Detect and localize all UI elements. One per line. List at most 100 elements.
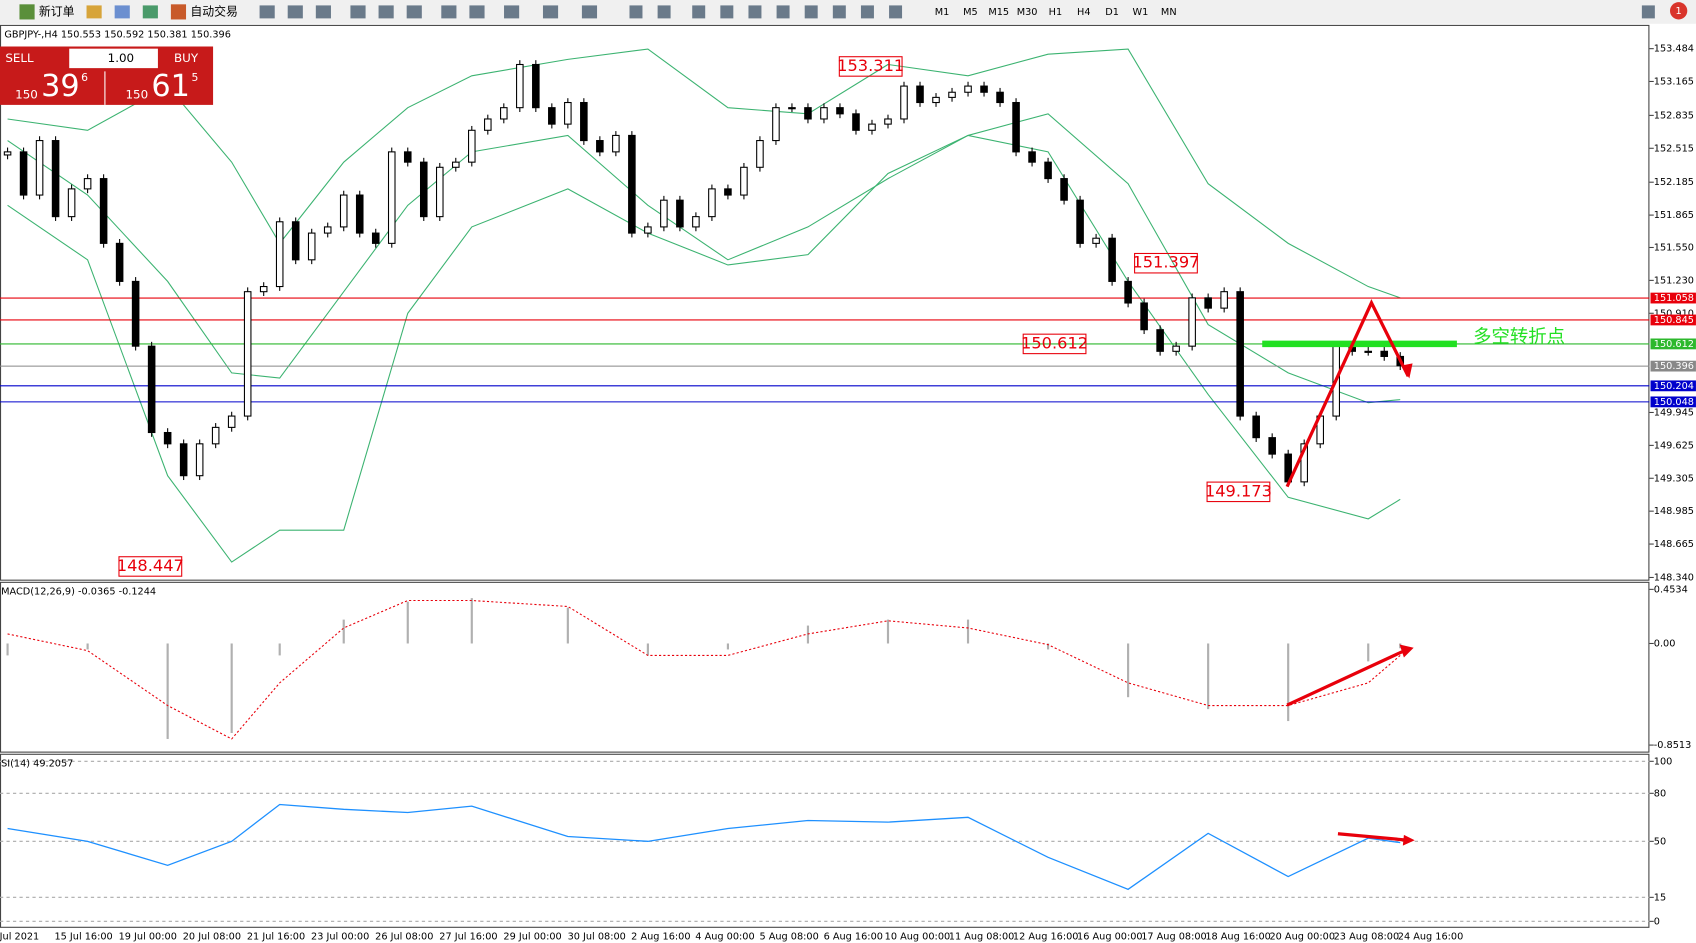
candle-body	[163, 431, 172, 445]
toolbar-icon[interactable]	[889, 5, 903, 19]
auto-trading-icon[interactable]	[170, 4, 187, 20]
toolbar-icon[interactable]	[629, 5, 643, 19]
candle-body	[996, 91, 1004, 104]
annotation-box	[1022, 333, 1087, 355]
price-annotation: 153.311	[837, 56, 904, 75]
candle-body	[243, 291, 252, 417]
bid-main: 39	[41, 69, 80, 104]
sell-button[interactable]: SELL	[5, 51, 34, 65]
x-tick-label: 20 Jul 08:00	[183, 931, 241, 942]
macd-bar	[1046, 643, 1050, 650]
candle-body	[836, 107, 844, 115]
auto-trading-button[interactable]: 自动交易	[190, 4, 238, 18]
price-level-label: 150.612	[1654, 339, 1694, 350]
toolbar-icon[interactable]	[287, 5, 303, 19]
toolbar-icon[interactable]	[504, 5, 520, 19]
toolbar-icon[interactable]	[832, 5, 846, 19]
toolbar-icon[interactable]	[720, 5, 734, 19]
y-tick-label: 0	[1654, 916, 1660, 927]
timeframe-button[interactable]: H4	[1077, 7, 1091, 18]
candle-body	[3, 151, 12, 156]
candle-body	[435, 166, 444, 218]
toolbar-icon[interactable]	[776, 5, 790, 19]
candle-body	[452, 161, 460, 168]
candle-body	[1060, 178, 1068, 201]
y-tick-label: 148.985	[1654, 506, 1694, 517]
timeframe-button[interactable]: W1	[1133, 7, 1149, 18]
x-tick-label: 2 Aug 16:00	[631, 931, 690, 942]
new-order-icon[interactable]	[19, 4, 35, 20]
timeframe-button[interactable]: D1	[1105, 7, 1119, 18]
candle-body	[307, 232, 316, 261]
toolbar-icon[interactable]	[692, 5, 706, 19]
candle-body	[275, 221, 284, 288]
candle-body	[916, 85, 924, 104]
price-annotation: 150.612	[1021, 333, 1088, 352]
toolbar-icon[interactable]	[748, 5, 762, 19]
toolbar-icon[interactable]	[378, 5, 394, 19]
timeframe-button[interactable]: M1	[935, 7, 950, 18]
toolbar-icon[interactable]	[469, 5, 485, 19]
y-tick-label: 80	[1654, 788, 1666, 799]
toolbar-icon[interactable]	[114, 5, 130, 19]
toolbar-icon[interactable]	[542, 5, 559, 19]
timeframe-button[interactable]: M30	[1017, 7, 1038, 18]
y-tick-label: 151.550	[1654, 242, 1694, 253]
toolbar-icon[interactable]	[259, 5, 275, 19]
candle-body	[211, 426, 220, 445]
toolbar-icon[interactable]	[804, 5, 818, 19]
candle-body	[19, 151, 28, 196]
candle-body	[1364, 350, 1373, 353]
bid-big: 150	[15, 88, 38, 102]
candle-body	[1028, 151, 1036, 163]
macd-bar	[470, 598, 473, 644]
toolbar-icon[interactable]	[581, 5, 598, 19]
lot-input[interactable]	[69, 48, 158, 69]
candle-body	[1268, 437, 1276, 455]
buy-button[interactable]: BUY	[174, 51, 199, 65]
toolbar-icon[interactable]	[657, 5, 671, 19]
new-order-button[interactable]: 新订单	[39, 4, 75, 18]
x-tick-label: 18 Aug 16:00	[1205, 931, 1271, 942]
timeframe-button[interactable]: M5	[963, 7, 978, 18]
toolbar-icon[interactable]	[350, 5, 366, 19]
timeframe-button[interactable]: MN	[1161, 7, 1177, 18]
search-icon[interactable]	[1641, 5, 1655, 19]
toolbar-icon[interactable]	[406, 5, 422, 19]
toolbar-icon[interactable]	[441, 5, 457, 19]
rsi-line	[7, 803, 1401, 891]
price-level-tag	[1650, 338, 1696, 350]
macd-bar	[646, 643, 649, 656]
toolbar-icon[interactable]	[860, 5, 874, 19]
timeframe-button[interactable]: H1	[1049, 7, 1063, 18]
candle-body	[548, 107, 556, 125]
candle-body	[1300, 443, 1308, 483]
annotation-box	[1134, 252, 1198, 274]
toolbar-icon[interactable]	[142, 5, 158, 19]
x-tick-label: 26 Jul 08:00	[375, 931, 433, 942]
candle-body	[692, 216, 700, 228]
x-tick-label: Jul 2021	[0, 931, 39, 942]
candle-body	[708, 188, 716, 218]
toolbar-icon[interactable]	[315, 5, 331, 19]
y-tick-label: 153.165	[1654, 76, 1694, 87]
candle-body	[1012, 101, 1020, 153]
candle-body	[1220, 291, 1228, 309]
candle-body	[980, 85, 988, 93]
toolbar-icon[interactable]	[86, 5, 102, 19]
candle-body	[564, 101, 572, 125]
rsi-title: SI(14) 49.2057	[1, 758, 73, 769]
y-tick-label: 148.340	[1654, 572, 1694, 583]
x-tick-label: 15 Jul 16:00	[54, 931, 112, 942]
alert-badge[interactable]	[1669, 2, 1688, 20]
x-tick-label: 23 Aug 08:00	[1334, 931, 1400, 942]
timeframe-button[interactable]: M15	[988, 7, 1009, 18]
candle-body	[291, 221, 300, 261]
candle-body	[1092, 237, 1100, 244]
candle-body	[419, 161, 428, 218]
lot-value: 1.00	[108, 51, 134, 65]
candle-body	[355, 194, 364, 234]
bid-sup: 6	[81, 71, 88, 84]
price-level-label: 150.396	[1654, 361, 1694, 372]
macd-bar	[230, 643, 233, 733]
